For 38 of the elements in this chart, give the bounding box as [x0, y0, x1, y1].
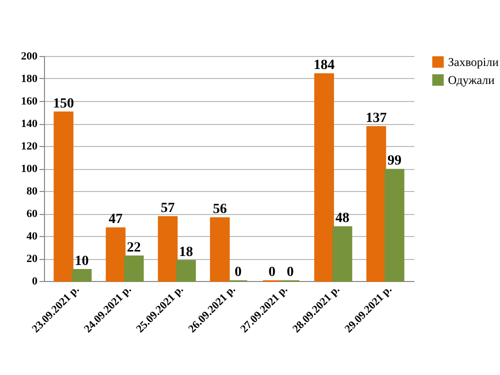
y-tick-label: 100: [21, 163, 38, 175]
data-label: 0: [234, 265, 242, 280]
legend-label: Одужали: [448, 73, 496, 87]
data-label: 56: [212, 202, 227, 217]
data-label: 48: [335, 211, 350, 226]
bar: [124, 256, 144, 282]
y-tick-label: 200: [21, 50, 38, 62]
y-tick-label: 80: [26, 186, 38, 198]
data-label: 47: [108, 212, 123, 228]
legend-label: Захворіли: [448, 55, 500, 69]
bar: [384, 168, 404, 282]
y-tick-label: 120: [21, 140, 38, 152]
y-tick-label: 0: [32, 276, 38, 288]
data-label: 57: [160, 200, 175, 216]
bar: [210, 217, 230, 282]
bar: [106, 227, 126, 282]
bar: [54, 112, 74, 282]
data-label: 18: [179, 244, 194, 260]
data-label: 99: [387, 154, 402, 169]
data-label: 22: [126, 240, 141, 256]
y-tick-label: 160: [21, 96, 38, 108]
y-tick-label: 180: [21, 73, 38, 85]
y-tick-label: 20: [26, 253, 38, 265]
data-label: 150: [53, 96, 74, 112]
bar: [72, 269, 92, 282]
bar: [332, 226, 352, 282]
y-tick-label: 60: [26, 208, 38, 220]
data-label: 0: [268, 265, 276, 280]
bar: [176, 260, 196, 282]
data-label: 137: [366, 110, 387, 126]
y-tick-label: 140: [21, 118, 38, 130]
bar: [158, 216, 178, 282]
bar: [366, 126, 386, 282]
data-label: 10: [74, 254, 89, 269]
bar: [314, 73, 334, 282]
data-label: 184: [314, 58, 335, 73]
data-label: 0: [286, 265, 294, 280]
y-tick-label: 40: [26, 230, 38, 242]
